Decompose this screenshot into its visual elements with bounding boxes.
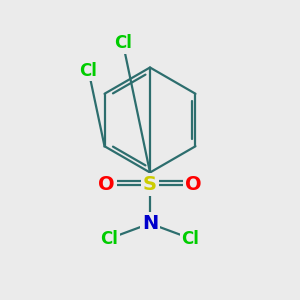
Text: N: N — [142, 214, 158, 233]
Text: O: O — [185, 175, 202, 194]
Text: O: O — [98, 175, 115, 194]
Text: S: S — [143, 175, 157, 194]
Text: Cl: Cl — [80, 61, 98, 80]
Text: Cl: Cl — [182, 230, 200, 247]
Text: Cl: Cl — [100, 230, 118, 247]
Text: Cl: Cl — [114, 34, 132, 52]
